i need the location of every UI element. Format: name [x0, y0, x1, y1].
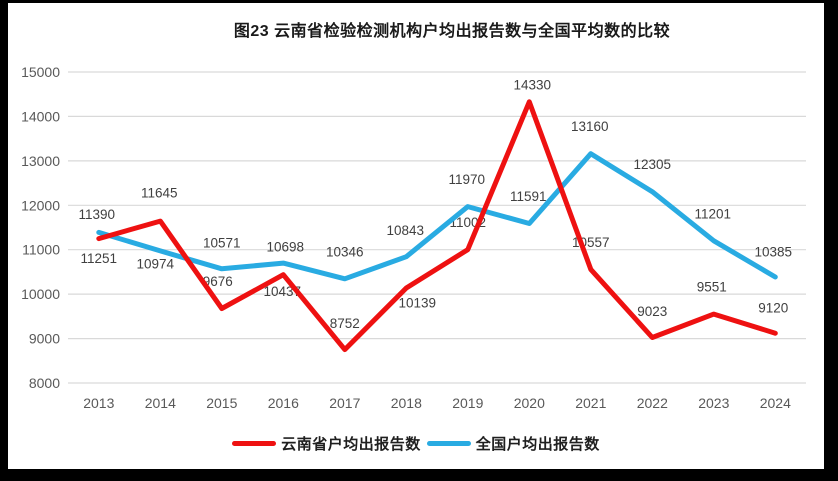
svg-text:2021: 2021: [575, 395, 606, 411]
svg-text:2016: 2016: [268, 395, 299, 411]
svg-text:9676: 9676: [203, 274, 233, 289]
legend-item-yunnan: 云南省户均出报告数: [232, 433, 421, 454]
svg-text:10974: 10974: [137, 256, 175, 271]
svg-text:10571: 10571: [203, 235, 241, 250]
legend: 云南省户均出报告数 全国户均出报告数: [8, 433, 824, 454]
svg-text:2014: 2014: [145, 395, 176, 411]
svg-text:11591: 11591: [510, 189, 547, 204]
svg-text:2013: 2013: [83, 395, 114, 411]
chart-frame: 8000 9000 10000 11000 12000 13000 14000 15000 20…: [8, 3, 824, 469]
svg-text:9551: 9551: [697, 280, 727, 295]
svg-text:10139: 10139: [399, 296, 437, 311]
svg-text:2015: 2015: [206, 395, 237, 411]
legend-swatch-national: [426, 441, 471, 446]
svg-text:2023: 2023: [698, 395, 729, 411]
svg-text:9023: 9023: [637, 304, 667, 319]
svg-text:12000: 12000: [21, 197, 60, 213]
svg-text:10698: 10698: [267, 240, 305, 255]
svg-text:2024: 2024: [760, 395, 791, 411]
svg-text:14330: 14330: [514, 77, 552, 92]
svg-text:2022: 2022: [637, 395, 668, 411]
svg-text:2018: 2018: [391, 395, 422, 411]
svg-text:13000: 13000: [21, 153, 60, 169]
svg-text:8000: 8000: [29, 375, 60, 391]
svg-text:2017: 2017: [329, 395, 360, 411]
legend-label-national: 全国户均出报告数: [475, 436, 600, 453]
svg-text:9000: 9000: [29, 331, 60, 347]
svg-text:10385: 10385: [755, 245, 793, 260]
svg-text:2020: 2020: [514, 395, 545, 411]
svg-text:11201: 11201: [695, 206, 732, 221]
chart-title: 图23 云南省检验检测机构户均出报告数与全国平均数的比较: [233, 23, 671, 40]
svg-text:10843: 10843: [387, 223, 425, 238]
svg-text:11390: 11390: [79, 207, 116, 222]
svg-text:8752: 8752: [330, 316, 360, 331]
svg-text:2019: 2019: [452, 395, 483, 411]
svg-text:9120: 9120: [758, 301, 788, 316]
legend-swatch-yunnan: [232, 441, 277, 446]
svg-text:15000: 15000: [21, 64, 60, 80]
legend-label-yunnan: 云南省户均出报告数: [281, 436, 421, 453]
svg-text:14000: 14000: [21, 108, 60, 124]
svg-text:11000: 11000: [22, 242, 60, 258]
svg-text:10346: 10346: [326, 244, 364, 259]
svg-text:11970: 11970: [449, 172, 486, 187]
line-chart: 8000 9000 10000 11000 12000 13000 14000 15000 20…: [21, 64, 806, 411]
svg-text:13160: 13160: [571, 119, 609, 134]
svg-text:11645: 11645: [141, 186, 178, 201]
svg-text:12305: 12305: [634, 157, 672, 172]
svg-text:11251: 11251: [81, 251, 118, 266]
svg-text:10000: 10000: [21, 286, 60, 302]
legend-item-national: 全国户均出报告数: [426, 433, 600, 454]
